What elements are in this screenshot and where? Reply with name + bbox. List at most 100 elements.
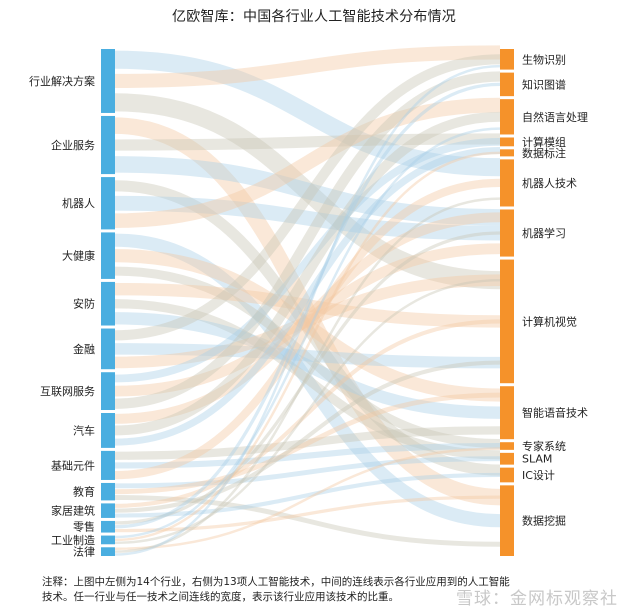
sankey-link xyxy=(114,231,501,525)
industry-label: 机器人 xyxy=(62,196,95,210)
sankey-link xyxy=(114,117,501,506)
sankey-link xyxy=(114,360,501,513)
technology-label: 计算机视觉 xyxy=(522,314,577,328)
industry-bar xyxy=(101,115,115,175)
chart-title: 亿欧智库：中国各行业人工智能技术分布情况 xyxy=(172,9,456,25)
industry-bar xyxy=(101,547,115,556)
technology-bar xyxy=(500,159,514,207)
technology-label: IC设计 xyxy=(522,469,555,482)
industry-label: 法律 xyxy=(73,545,95,559)
technology-label: 数据标注 xyxy=(522,146,566,160)
sankey-link xyxy=(114,138,501,383)
sankey-link xyxy=(114,180,501,476)
technology-label: 专家系统 xyxy=(522,439,566,453)
industry-bar xyxy=(101,520,115,533)
technology-bar xyxy=(500,149,514,157)
sankey-link xyxy=(114,495,501,533)
sankey-link xyxy=(114,495,501,547)
technology-bar xyxy=(500,442,514,450)
sankey-link xyxy=(114,127,501,539)
industry-label: 基础元件 xyxy=(51,459,95,472)
technology-bar xyxy=(500,137,514,147)
technology-bar xyxy=(500,99,514,135)
technology-label: 机器人技术 xyxy=(522,176,577,190)
industry-bar xyxy=(101,232,115,279)
sankey-link xyxy=(114,212,501,424)
industry-bar xyxy=(101,535,115,545)
sankey-link xyxy=(114,82,501,529)
sankey-link xyxy=(114,299,501,460)
industry-label: 企业服务 xyxy=(51,138,95,152)
sankey-link xyxy=(114,312,501,419)
sankey-link xyxy=(114,243,501,397)
sankey-link xyxy=(114,133,501,151)
sankey-link xyxy=(114,392,501,495)
sankey-links xyxy=(114,45,501,556)
industry-label: 工业制造 xyxy=(51,533,95,547)
sankey-link xyxy=(114,111,501,436)
sankey-link xyxy=(114,197,501,553)
industry-bar xyxy=(101,413,115,448)
technology-label: 自然语言处理 xyxy=(522,110,588,124)
sankey-link xyxy=(114,442,501,469)
sankey-link xyxy=(114,249,501,402)
industry-bar xyxy=(101,482,115,501)
technology-label: 数据挖掘 xyxy=(522,514,566,528)
sankey-link xyxy=(114,278,501,545)
technology-bar xyxy=(500,72,514,97)
industry-label: 行业解决方案 xyxy=(29,74,95,88)
industry-bar xyxy=(101,372,115,411)
sankey-link xyxy=(114,319,501,508)
technology-bar xyxy=(500,209,514,257)
technology-bar xyxy=(500,485,514,556)
sankey-link xyxy=(114,45,501,89)
industry-label: 金融 xyxy=(73,342,95,356)
sankey-link xyxy=(114,71,501,409)
industry-bar xyxy=(101,49,115,113)
technology-bar xyxy=(500,386,514,440)
sankey-link xyxy=(114,266,501,448)
technology-bar xyxy=(500,452,514,465)
sankey-link xyxy=(114,343,501,369)
technology-bars xyxy=(500,49,514,556)
industry-bar xyxy=(101,503,115,518)
industry-label: 大健康 xyxy=(62,249,95,263)
sankey-link xyxy=(114,54,501,341)
industry-label: 互联网服务 xyxy=(40,385,95,398)
sankey-link xyxy=(114,195,501,241)
technology-label: 计算模组 xyxy=(522,135,566,149)
sankey-link xyxy=(114,151,501,542)
sankey-link xyxy=(114,156,501,226)
sankey-link xyxy=(114,146,501,446)
technology-label: 智能语音技术 xyxy=(522,406,588,420)
sankey-link xyxy=(114,456,501,489)
industry-label: 零售 xyxy=(73,520,95,534)
watermark: 雪球：金网标观察社 xyxy=(456,589,618,609)
technology-label: 机器学习 xyxy=(522,226,566,240)
sankey-link xyxy=(114,50,501,177)
technology-label: 知识图谱 xyxy=(522,77,566,91)
industry-label: 教育 xyxy=(73,485,95,499)
sankey-link xyxy=(114,447,501,550)
footnote: 注释：上图中左侧为14个行业，右侧为13项人工智能技术，中间的连线表示各行业应用… xyxy=(42,576,510,603)
sankey-link xyxy=(114,472,501,518)
sankey-link xyxy=(114,233,501,528)
sankey-link xyxy=(114,93,501,290)
industry-label: 家居建筑 xyxy=(51,504,95,518)
technology-label: SLAM xyxy=(522,453,552,466)
industry-label: 汽车 xyxy=(73,423,95,437)
technology-bar xyxy=(500,467,514,483)
sankey-link xyxy=(114,426,501,460)
technology-bar xyxy=(500,259,514,384)
node-labels: 行业解决方案企业服务机器人大健康安防金融互联网服务汽车基础元件教育家居建筑零售工… xyxy=(29,52,588,558)
sankey-link xyxy=(114,274,501,369)
industry-label: 安防 xyxy=(73,297,95,311)
industry-bar xyxy=(101,177,115,230)
technology-bar xyxy=(500,49,514,70)
sankey-link xyxy=(114,283,501,328)
industry-bar xyxy=(101,328,115,370)
sankey-link xyxy=(114,64,501,556)
technology-label: 生物识别 xyxy=(522,52,566,66)
industry-bars xyxy=(101,49,115,556)
